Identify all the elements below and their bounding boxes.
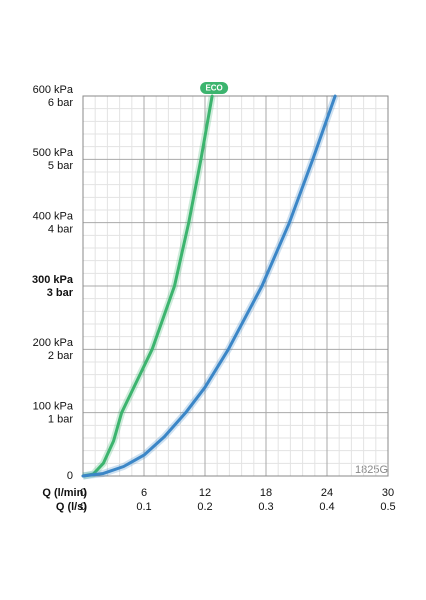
plot: 0 6 12 18 24 30 0 0.1 0.2 0.3 0.4 0.5 0 100 kPa 200 kP… bbox=[32, 82, 396, 513]
y-tick-label: 0 bbox=[67, 470, 73, 482]
x-tick-label: 30 bbox=[382, 487, 394, 499]
y-tick-label: 300 kPa bbox=[32, 274, 74, 286]
y2-tick-label: 6 bar bbox=[48, 97, 73, 109]
y2-tick-label: 4 bar bbox=[48, 224, 73, 236]
x-tick-label: 24 bbox=[321, 487, 333, 499]
x-tick-label: 18 bbox=[260, 487, 272, 499]
x2-tick-label: 0.2 bbox=[197, 501, 212, 513]
series-badge bbox=[200, 82, 229, 94]
x2-tick-label: 0 bbox=[80, 501, 86, 513]
x2-axis-label: Q (l/s) bbox=[56, 501, 88, 513]
plot-frame bbox=[82, 95, 389, 477]
x-axis-label: Q (l/min) bbox=[42, 487, 87, 499]
y-tick-label: 400 kPa bbox=[33, 211, 74, 223]
y2-tick-label: 5 bar bbox=[48, 160, 73, 172]
y-tick-label: 200 kPa bbox=[33, 337, 74, 349]
y-tick-label: 100 kPa bbox=[33, 401, 74, 413]
x2-tick-label: 0.4 bbox=[319, 501, 334, 513]
x-tick-label: 6 bbox=[141, 487, 147, 499]
x-tick-label: 0 bbox=[80, 487, 86, 499]
series-label: ECO bbox=[205, 84, 222, 93]
y-tick-label: 600 kPa bbox=[33, 84, 74, 96]
x2-tick-label: 0.1 bbox=[136, 501, 151, 513]
x2-tick-label: 0.3 bbox=[258, 501, 273, 513]
line bbox=[81, 94, 337, 478]
y2-tick-label: 3 bar bbox=[47, 287, 74, 299]
y2-tick-label: 1 bar bbox=[48, 414, 73, 426]
y2-tick-label: 2 bar bbox=[48, 350, 73, 362]
x2-tick-label: 0.5 bbox=[380, 501, 395, 513]
x-tick-label: 12 bbox=[199, 487, 211, 499]
y-tick-label: 500 kPa bbox=[33, 147, 74, 159]
chart-code: 1825G bbox=[355, 464, 388, 476]
line bbox=[81, 94, 214, 478]
